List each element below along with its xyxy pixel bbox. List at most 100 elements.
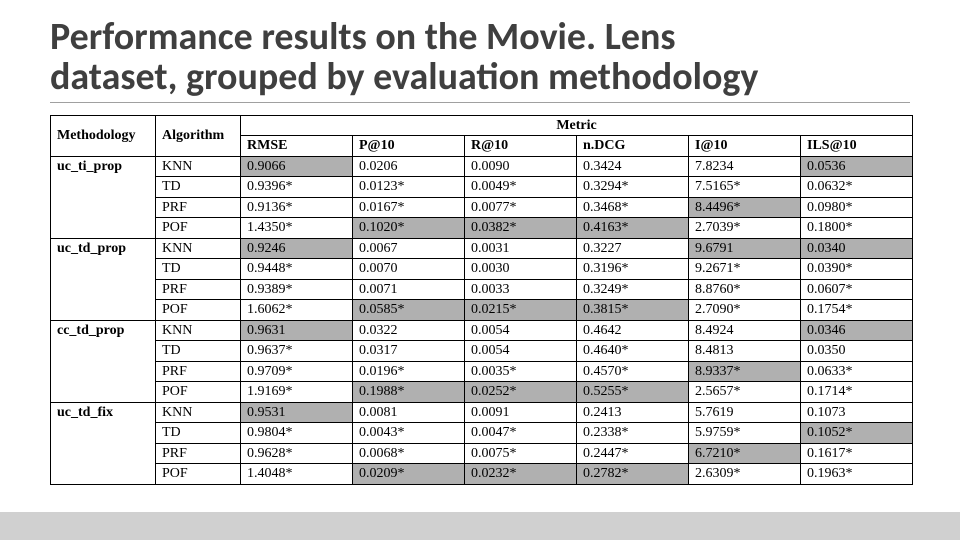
cell-algorithm: TD [156, 341, 241, 362]
cell-methodology: uc_ti_prop [51, 156, 156, 238]
cell-value: 1.4350* [241, 218, 353, 239]
cell-algorithm: POF [156, 300, 241, 321]
cell-value: 0.0252* [465, 382, 577, 403]
cell-value: 0.0054 [465, 320, 577, 341]
table-head: Methodology Algorithm Metric RMSE P@10 R… [51, 115, 913, 156]
cell-value: 0.0091 [465, 402, 577, 423]
cell-value: 0.0633* [801, 361, 913, 382]
cell-algorithm: POF [156, 218, 241, 239]
cell-value: 0.0209* [353, 464, 465, 485]
table-row: POF1.9169*0.1988*0.0252*0.5255*2.5657*0.… [51, 382, 913, 403]
cell-value: 0.0322 [353, 320, 465, 341]
cell-value: 0.0206 [353, 156, 465, 177]
table-row: POF1.4350*0.1020*0.0382*0.4163*2.7039*0.… [51, 218, 913, 239]
cell-value: 0.3227 [577, 238, 689, 259]
cell-value: 0.0033 [465, 279, 577, 300]
cell-value: 0.0607* [801, 279, 913, 300]
cell-value: 0.0123* [353, 177, 465, 198]
cell-value: 1.9169* [241, 382, 353, 403]
cell-value: 0.0090 [465, 156, 577, 177]
cell-value: 5.7619 [689, 402, 801, 423]
cell-value: 0.9246 [241, 238, 353, 259]
table-row: TD0.9804*0.0043*0.0047*0.2338*5.9759*0.1… [51, 423, 913, 444]
cell-value: 0.3815* [577, 300, 689, 321]
cell-algorithm: PRF [156, 197, 241, 218]
cell-value: 8.4496* [689, 197, 801, 218]
th-metric: n.DCG [577, 136, 689, 157]
cell-value: 0.0196* [353, 361, 465, 382]
cell-algorithm: POF [156, 464, 241, 485]
cell-value: 7.5165* [689, 177, 801, 198]
cell-value: 0.0081 [353, 402, 465, 423]
cell-value: 0.2782* [577, 464, 689, 485]
cell-value: 0.1714* [801, 382, 913, 403]
cell-algorithm: KNN [156, 402, 241, 423]
cell-value: 0.3424 [577, 156, 689, 177]
cell-value: 0.0070 [353, 259, 465, 280]
cell-value: 0.9066 [241, 156, 353, 177]
th-metric-super: Metric [241, 115, 913, 136]
cell-value: 8.4813 [689, 341, 801, 362]
cell-value: 0.0346 [801, 320, 913, 341]
cell-value: 1.4048* [241, 464, 353, 485]
table-row: PRF0.9628*0.0068*0.0075*0.2447*6.7210*0.… [51, 443, 913, 464]
cell-value: 0.9637* [241, 341, 353, 362]
cell-value: 0.0382* [465, 218, 577, 239]
cell-value: 0.0632* [801, 177, 913, 198]
cell-value: 0.2413 [577, 402, 689, 423]
cell-value: 0.9804* [241, 423, 353, 444]
cell-value: 0.0232* [465, 464, 577, 485]
cell-value: 0.0536 [801, 156, 913, 177]
th-metric: I@10 [689, 136, 801, 157]
table-row: TD0.9396*0.0123*0.0049*0.3294*7.5165*0.0… [51, 177, 913, 198]
cell-value: 0.4163* [577, 218, 689, 239]
cell-value: 0.2338* [577, 423, 689, 444]
cell-value: 5.9759* [689, 423, 801, 444]
cell-methodology: uc_td_prop [51, 238, 156, 320]
cell-value: 8.4924 [689, 320, 801, 341]
th-metric: R@10 [465, 136, 577, 157]
table-body: uc_ti_propKNN0.90660.02060.00900.34247.8… [51, 156, 913, 484]
cell-value: 0.0043* [353, 423, 465, 444]
cell-value: 0.4570* [577, 361, 689, 382]
cell-value: 2.5657* [689, 382, 801, 403]
cell-value: 0.0980* [801, 197, 913, 218]
cell-value: 0.0054 [465, 341, 577, 362]
cell-value: 0.1800* [801, 218, 913, 239]
cell-value: 0.9628* [241, 443, 353, 464]
cell-value: 6.7210* [689, 443, 801, 464]
cell-value: 0.0585* [353, 300, 465, 321]
cell-methodology: uc_td_fix [51, 402, 156, 484]
cell-value: 0.0077* [465, 197, 577, 218]
cell-value: 7.8234 [689, 156, 801, 177]
cell-value: 0.9709* [241, 361, 353, 382]
cell-value: 0.3196* [577, 259, 689, 280]
cell-value: 0.0167* [353, 197, 465, 218]
cell-algorithm: KNN [156, 238, 241, 259]
cell-value: 0.0215* [465, 300, 577, 321]
cell-value: 0.4642 [577, 320, 689, 341]
cell-algorithm: PRF [156, 443, 241, 464]
cell-value: 9.6791 [689, 238, 801, 259]
cell-value: 0.1020* [353, 218, 465, 239]
cell-value: 0.9389* [241, 279, 353, 300]
cell-value: 0.5255* [577, 382, 689, 403]
cell-value: 0.3468* [577, 197, 689, 218]
cell-value: 0.1963* [801, 464, 913, 485]
cell-value: 0.9136* [241, 197, 353, 218]
cell-algorithm: TD [156, 177, 241, 198]
th-metric: RMSE [241, 136, 353, 157]
cell-value: 0.0075* [465, 443, 577, 464]
cell-value: 8.9337* [689, 361, 801, 382]
cell-value: 1.6062* [241, 300, 353, 321]
title-line-2: dataset, grouped by evaluation methodolo… [50, 54, 758, 100]
footer-bar [0, 512, 960, 540]
th-metric: ILS@10 [801, 136, 913, 157]
table-row: PRF0.9389*0.00710.00330.3249*8.8760*0.06… [51, 279, 913, 300]
performance-table: Methodology Algorithm Metric RMSE P@10 R… [50, 115, 913, 485]
table-row: POF1.6062*0.0585*0.0215*0.3815*2.7090*0.… [51, 300, 913, 321]
table-row: uc_td_fixKNN0.95310.00810.00910.24135.76… [51, 402, 913, 423]
cell-value: 9.2671* [689, 259, 801, 280]
cell-value: 0.9448* [241, 259, 353, 280]
cell-value: 0.0340 [801, 238, 913, 259]
